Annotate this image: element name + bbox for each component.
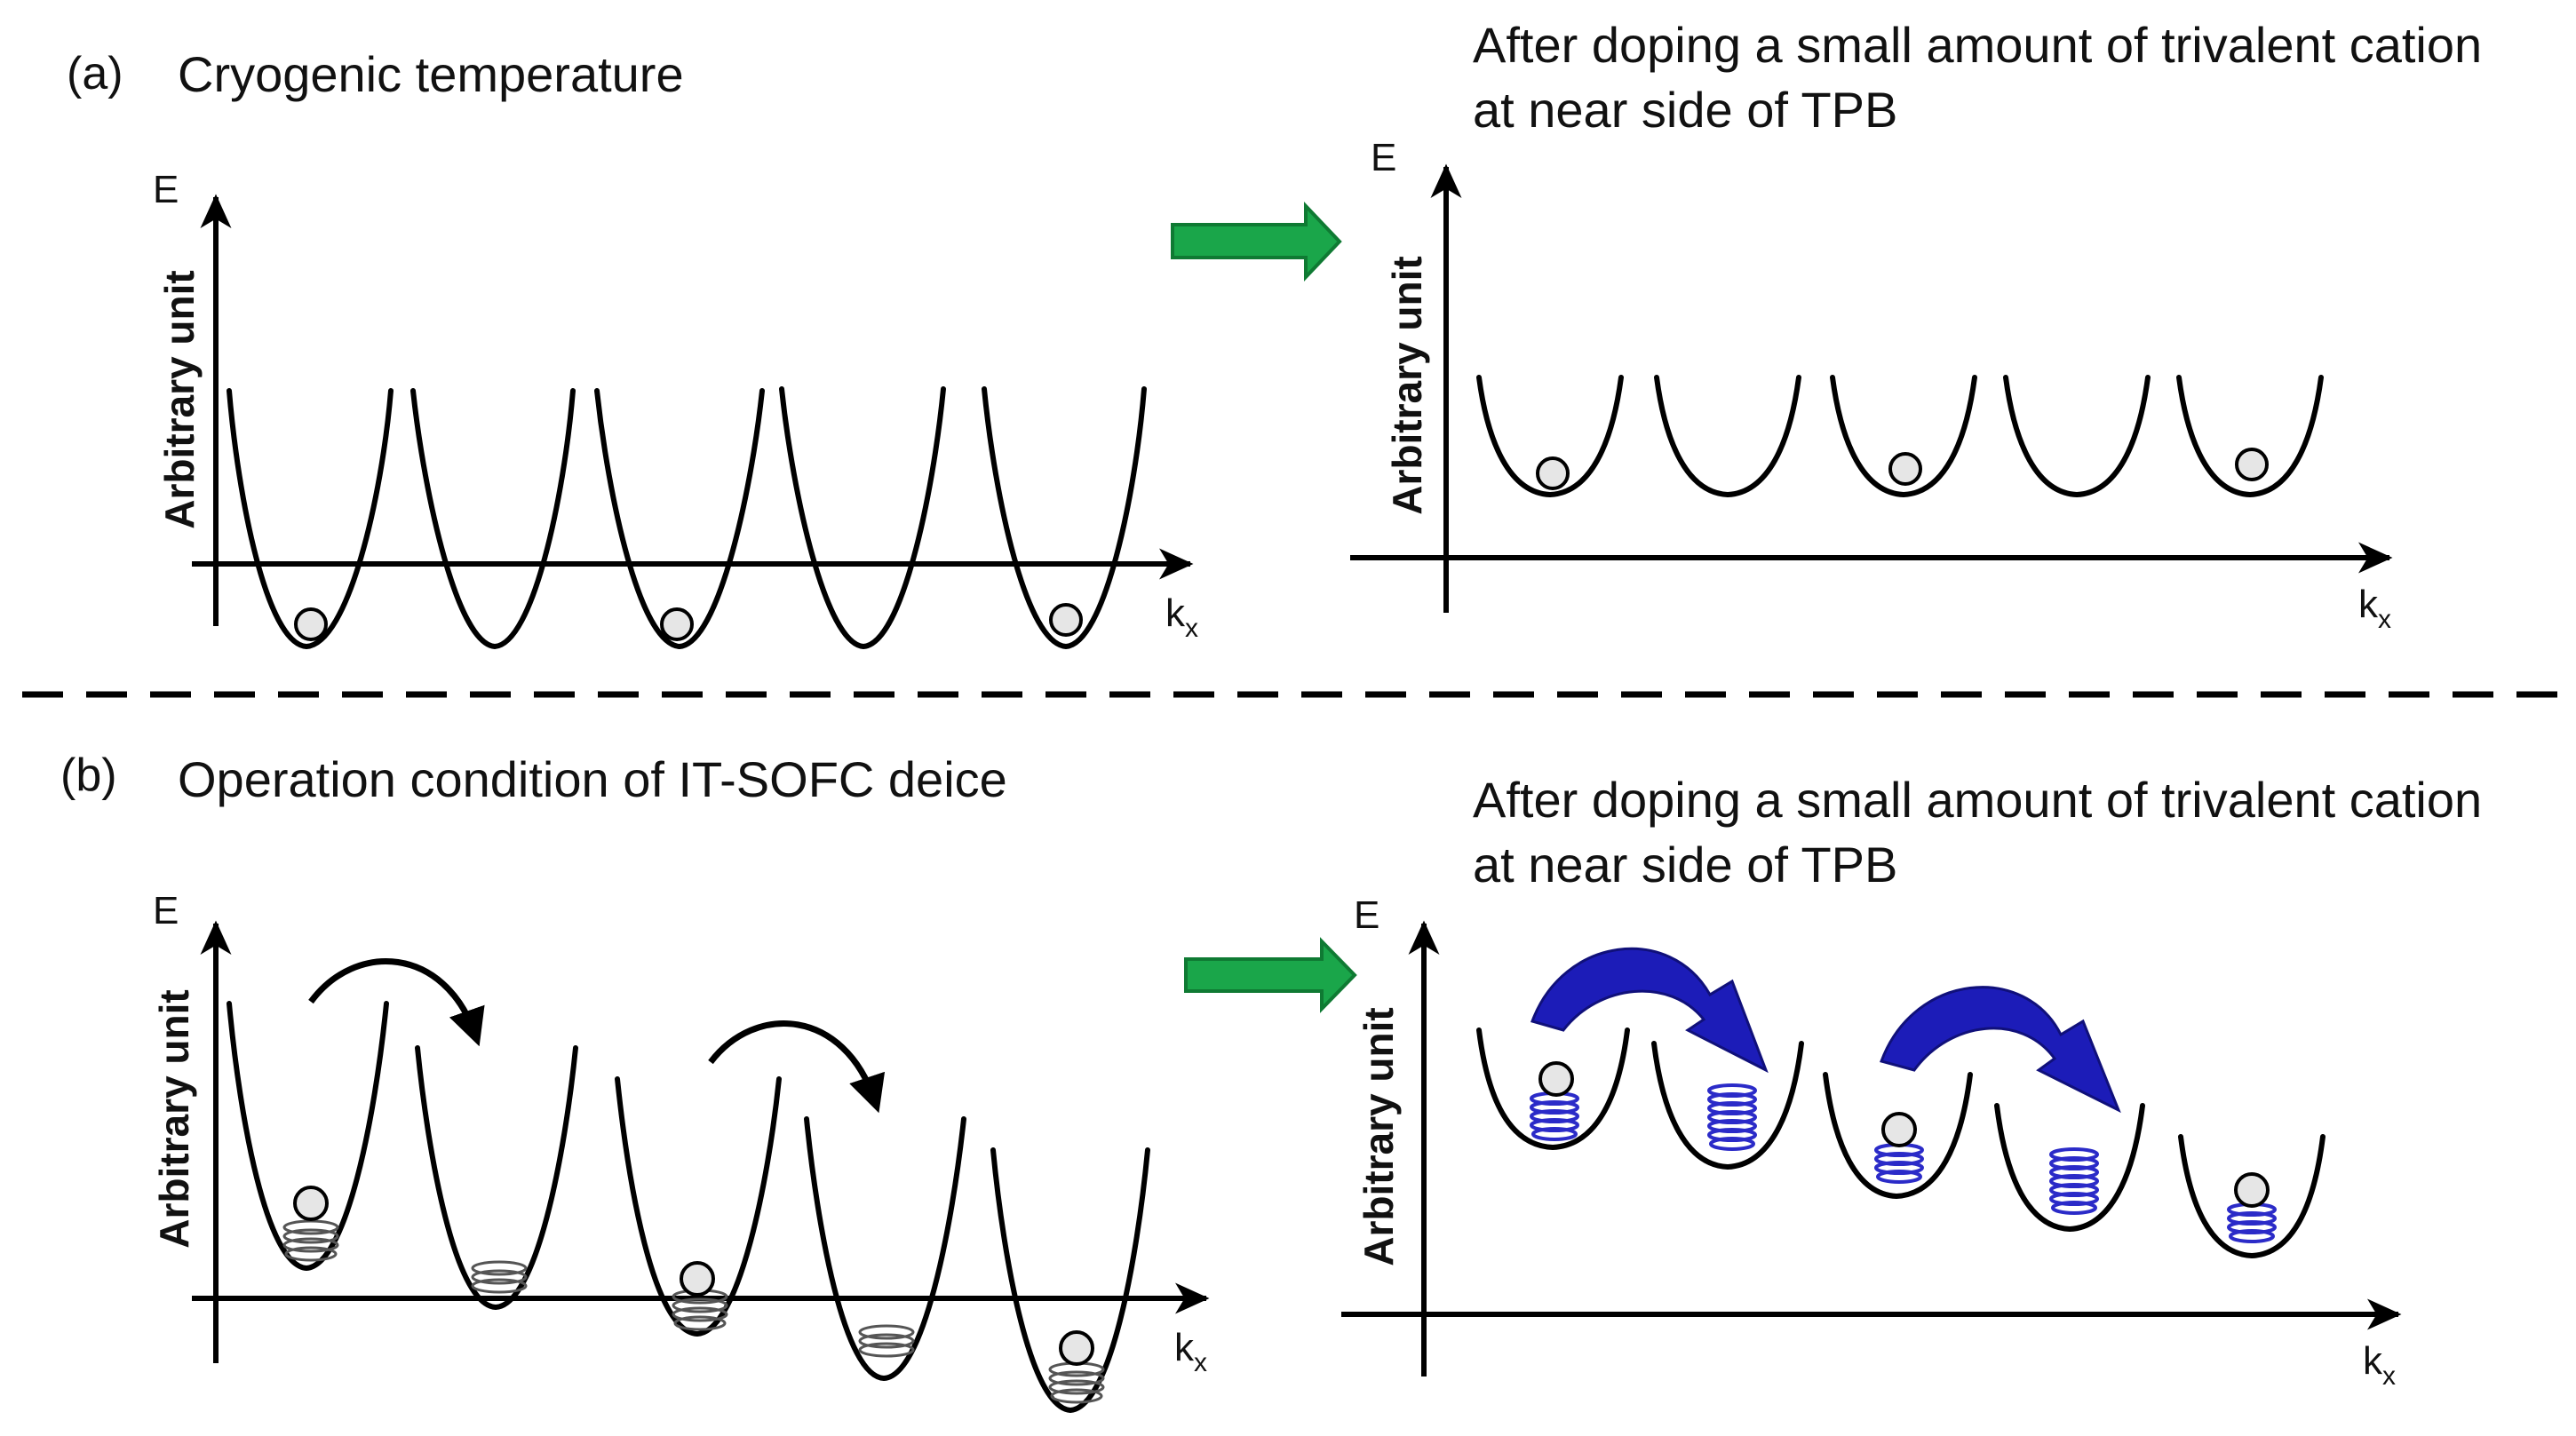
panel-b-doped-title-line1: After doping a small amount of trivalent… bbox=[1473, 772, 2482, 828]
spring-coil bbox=[1530, 1091, 1579, 1141]
x-axis-symbol: kx bbox=[1174, 1326, 1207, 1377]
potential-well bbox=[2178, 1134, 2326, 1259]
y-axis-symbol: E bbox=[153, 168, 179, 211]
potential-well bbox=[2176, 375, 2324, 498]
potential-well bbox=[1651, 1041, 1804, 1170]
ion-ball bbox=[1536, 456, 1570, 490]
ion-ball bbox=[1049, 603, 1083, 637]
potential-well bbox=[982, 386, 1147, 650]
potential-well bbox=[779, 386, 946, 650]
panel-b-title: Operation condition of IT-SOFC deice bbox=[178, 751, 1007, 807]
spring-coil bbox=[1874, 1143, 1924, 1184]
transition-arrow-a bbox=[1171, 201, 1342, 282]
panel-a-title: Cryogenic temperature bbox=[178, 46, 684, 102]
potential-well bbox=[1476, 1027, 1630, 1151]
potential-well bbox=[1476, 375, 1624, 498]
ion-ball bbox=[2234, 1172, 2270, 1208]
spring-coil bbox=[2049, 1147, 2099, 1215]
spring-coil bbox=[1707, 1083, 1757, 1151]
hop-arrow-doped bbox=[1530, 947, 1769, 1074]
ion-ball bbox=[294, 607, 328, 641]
panel-b-doped-title-line2: at near side of TPB bbox=[1473, 837, 1897, 893]
ion-ball bbox=[680, 1261, 715, 1297]
transition-arrow-b bbox=[1184, 937, 1357, 1013]
ion-ball bbox=[293, 1186, 329, 1221]
y-axis-symbol: E bbox=[1354, 893, 1379, 937]
panel-b-operation: (b) Operation condition of IT-SOFC deice… bbox=[60, 750, 1210, 1414]
y-axis-symbol: E bbox=[153, 889, 179, 932]
spring-coil bbox=[672, 1289, 728, 1331]
panel-b-label: (b) bbox=[60, 750, 117, 801]
potential-well bbox=[415, 1045, 578, 1311]
potential-well bbox=[2003, 375, 2151, 498]
panel-a-doped-title-line1: After doping a small amount of trivalent… bbox=[1473, 17, 2482, 73]
y-axis-symbol: E bbox=[1371, 136, 1396, 179]
potential-well bbox=[410, 388, 576, 650]
ion-ball bbox=[1881, 1112, 1917, 1147]
spring-coil bbox=[1048, 1361, 1105, 1404]
y-axis-label: Arbitrary unit bbox=[156, 270, 203, 528]
panel-a-label: (a) bbox=[67, 48, 123, 99]
ion-ball bbox=[1538, 1061, 1574, 1097]
spring-coil bbox=[2227, 1202, 2277, 1243]
x-axis-symbol: kx bbox=[1165, 591, 1198, 643]
ion-ball bbox=[1059, 1330, 1094, 1366]
potential-well bbox=[227, 1001, 389, 1272]
panel-a-doped-title-line2: at near side of TPB bbox=[1473, 82, 1897, 138]
panel-a-cryogenic: (a) Cryogenic temperature E Arbitrary un… bbox=[67, 46, 1198, 650]
potential-well bbox=[1654, 375, 1801, 498]
spring-coil bbox=[858, 1324, 915, 1358]
potential-well bbox=[1994, 1103, 2145, 1233]
potential-well bbox=[1823, 1072, 1973, 1200]
potential-well bbox=[1830, 375, 1977, 498]
y-axis-label: Arbitrary unit bbox=[1356, 1007, 1402, 1265]
panel-a-doped: After doping a small amount of trivalent… bbox=[1350, 17, 2482, 634]
hop-arrow bbox=[308, 958, 485, 1047]
hop-arrow-doped bbox=[1880, 986, 2121, 1114]
x-axis-symbol: kx bbox=[2358, 583, 2391, 634]
spring-coil bbox=[471, 1260, 528, 1294]
y-axis-label: Arbitrary unit bbox=[151, 989, 197, 1248]
potential-well bbox=[227, 388, 394, 650]
y-axis-label: Arbitrary unit bbox=[1384, 256, 1430, 514]
potential-well bbox=[990, 1147, 1150, 1414]
potential-well bbox=[594, 388, 765, 650]
ion-ball bbox=[2235, 448, 2269, 481]
x-axis-symbol: kx bbox=[2363, 1339, 2396, 1391]
potential-well bbox=[615, 1076, 782, 1337]
hop-arrow bbox=[708, 1020, 886, 1114]
potential-well bbox=[804, 1116, 966, 1382]
ion-ball bbox=[660, 607, 694, 641]
ion-ball bbox=[1888, 452, 1922, 486]
panel-b-doped: After doping a small amount of trivalent… bbox=[1341, 772, 2482, 1391]
